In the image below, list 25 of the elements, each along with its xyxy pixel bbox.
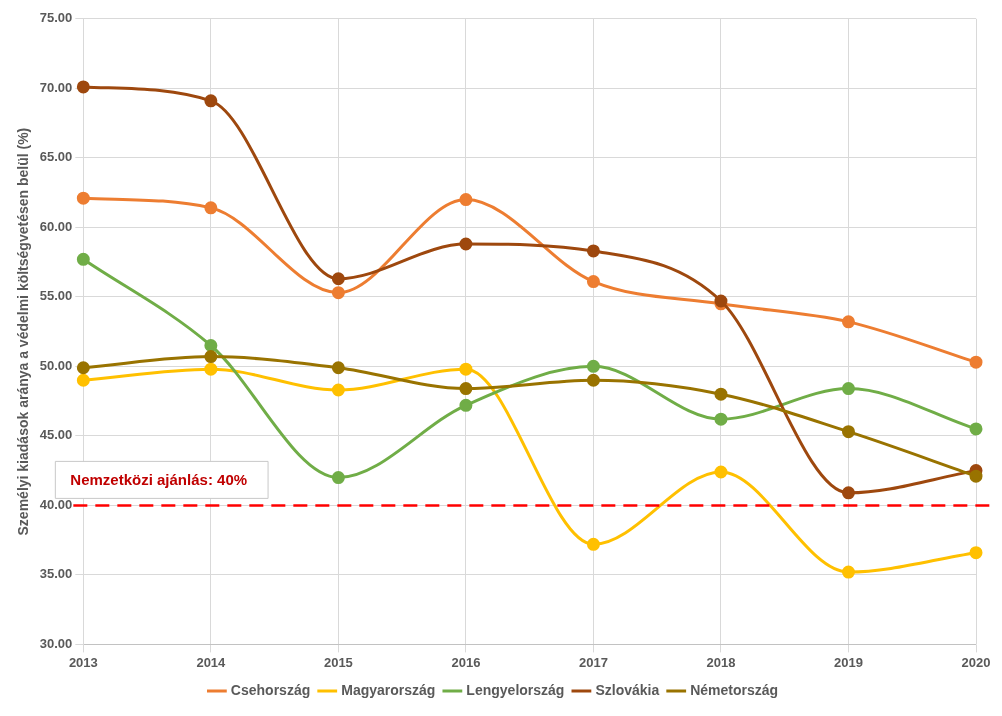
x-tick-label: 2020 [961, 654, 991, 670]
legend-label: Lengyelország [466, 681, 565, 698]
x-tick-label: 2016 [451, 654, 481, 670]
y-tick-label: 45.00 [39, 427, 73, 443]
x-tick-label: 2013 [68, 654, 98, 670]
y-axis-title: Személyi kiadások aránya a védelmi költségvetésen belül (%) [15, 127, 32, 536]
y-tick-label: 50.00 [39, 357, 73, 373]
y-tick-label: 40.00 [39, 496, 73, 512]
y-tick-label: 60.00 [39, 218, 73, 234]
y-tick-label: 70.00 [39, 79, 73, 95]
y-tick-label: 35.00 [39, 566, 73, 582]
ref-line-label: Nemzetközi ajánlás: 40% [70, 470, 248, 488]
legend-label: Szlovákia [595, 681, 660, 698]
y-tick-label: 65.00 [39, 149, 73, 165]
legend-label: Németország [690, 681, 779, 698]
x-tick-label: 2018 [706, 654, 736, 670]
legend-label: Csehország [230, 681, 311, 698]
y-tick-label: 30.00 [39, 635, 73, 651]
x-tick-label: 2019 [834, 654, 863, 670]
y-tick-label: 75.00 [39, 10, 73, 26]
legend-label: Magyarország [341, 681, 436, 698]
x-tick-label: 2015 [323, 654, 353, 670]
y-tick-label: 55.00 [39, 288, 73, 304]
x-tick-label: 2014 [196, 654, 227, 670]
x-tick-label: 2017 [578, 654, 608, 670]
